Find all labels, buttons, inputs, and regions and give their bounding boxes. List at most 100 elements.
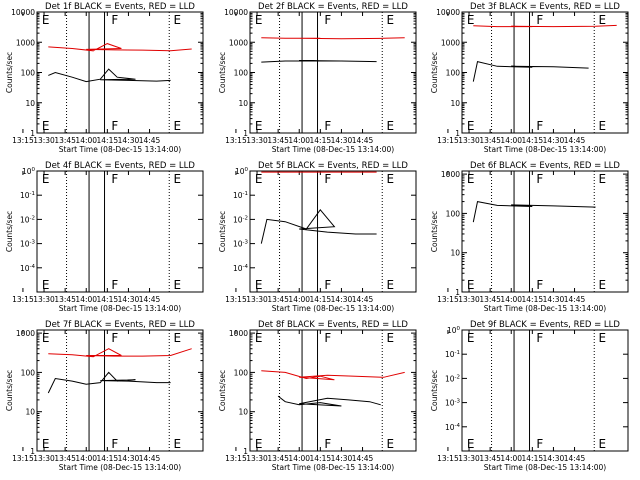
marker-e-top: E bbox=[467, 13, 475, 27]
x-tick-label: 14:30 bbox=[543, 295, 565, 304]
x-tick-label: 13:45 bbox=[479, 295, 501, 304]
series-lld bbox=[261, 37, 405, 40]
chart-title: Det 4f BLACK = Events, RED = LLD bbox=[45, 161, 195, 171]
x-tick-label: 14:45 bbox=[564, 295, 586, 304]
x-tick-label: 14:15 bbox=[522, 136, 544, 145]
x-tick-label: 13:45 bbox=[267, 136, 289, 145]
y-tick-label: 100 bbox=[21, 69, 36, 78]
y-tick-label: 1 bbox=[455, 129, 460, 138]
x-tick-label: 14:00 bbox=[288, 295, 310, 304]
y-tick-label: 1 bbox=[243, 447, 248, 456]
x-tick-label: 14:45 bbox=[352, 454, 374, 463]
y-tick-label: 100 bbox=[21, 368, 36, 377]
x-tick-label: 14:30 bbox=[331, 454, 353, 463]
x-tick-label: 14:00 bbox=[500, 295, 522, 304]
series-events bbox=[472, 201, 596, 223]
y-axis-label: Counts/sec bbox=[5, 370, 14, 411]
series-events bbox=[260, 208, 377, 244]
x-axis-label: Start Time (08-Dec-15 13:14:00) bbox=[484, 145, 606, 154]
x-tick-label: 14:00 bbox=[500, 454, 522, 463]
x-tick-label: 13:15 bbox=[437, 454, 459, 463]
x-tick-label: 13:30 bbox=[458, 295, 480, 304]
series-events bbox=[48, 68, 171, 83]
marker-e-bottom: E bbox=[42, 278, 50, 292]
marker-e-bottom: E bbox=[598, 437, 606, 451]
plot-frame bbox=[461, 11, 629, 134]
marker-e-top: E bbox=[467, 172, 475, 186]
x-tick-label: 14:45 bbox=[352, 295, 374, 304]
series-events bbox=[261, 60, 377, 63]
marker-e-top: E bbox=[255, 13, 263, 27]
marker-e-bottom: E bbox=[467, 437, 475, 451]
x-tick-label: 14:15 bbox=[97, 454, 119, 463]
y-tick-exponent: 0 bbox=[32, 167, 36, 173]
x-tick-label: 13:30 bbox=[33, 454, 55, 463]
x-tick-label: 14:30 bbox=[331, 295, 353, 304]
plot-frame bbox=[249, 11, 417, 134]
x-tick-label: 14:45 bbox=[139, 295, 161, 304]
y-tick-label: 10 bbox=[238, 99, 248, 108]
y-tick-label: 10-4 bbox=[20, 264, 36, 273]
plot-frame bbox=[249, 170, 417, 293]
marker-f-top: F bbox=[536, 172, 543, 186]
y-tick-label: 100 bbox=[446, 209, 461, 218]
y-tick-label: 10-2 bbox=[445, 374, 460, 383]
y-tick-label: 1 bbox=[30, 447, 35, 456]
y-tick-label: 100 bbox=[234, 368, 249, 377]
y-tick-label: 10000 bbox=[436, 8, 460, 17]
y-tick-label: 1 bbox=[455, 288, 460, 297]
y-axis-label: Counts/sec bbox=[218, 52, 227, 93]
x-tick-label: 13:30 bbox=[33, 295, 55, 304]
x-tick-label: 13:45 bbox=[479, 454, 501, 463]
x-axis-label: Start Time (08-Dec-15 13:14:00) bbox=[484, 304, 606, 313]
x-tick-label: 13:45 bbox=[54, 454, 76, 463]
x-tick-label: 14:30 bbox=[331, 136, 353, 145]
x-tick-label: 13:45 bbox=[54, 136, 76, 145]
x-tick-label: 13:15 bbox=[12, 295, 34, 304]
marker-e-top: E bbox=[255, 172, 263, 186]
marker-e-bottom: E bbox=[467, 278, 475, 292]
x-tick-label: 13:30 bbox=[246, 454, 268, 463]
y-tick-exponent: -1 bbox=[30, 191, 35, 197]
chart-title: Det 6f BLACK = Events, RED = LLD bbox=[470, 161, 620, 171]
marker-e-bottom: E bbox=[173, 437, 181, 451]
x-tick-label: 13:45 bbox=[267, 454, 289, 463]
x-tick-label: 13:15 bbox=[225, 136, 247, 145]
x-axis-label: Start Time (08-Dec-15 13:14:00) bbox=[59, 304, 181, 313]
x-tick-label: 14:00 bbox=[288, 454, 310, 463]
marker-f-bottom: F bbox=[111, 278, 118, 292]
marker-e-bottom: E bbox=[598, 278, 606, 292]
x-axis-label: Start Time (08-Dec-15 13:14:00) bbox=[59, 463, 181, 472]
x-tick-label: 13:45 bbox=[54, 295, 76, 304]
y-tick-exponent: -4 bbox=[30, 264, 36, 270]
x-axis-label: Start Time (08-Dec-15 13:14:00) bbox=[59, 145, 181, 154]
y-tick-exponent: 0 bbox=[245, 167, 249, 173]
x-tick-label: 13:45 bbox=[267, 295, 289, 304]
x-tick-label: 14:15 bbox=[522, 295, 544, 304]
y-tick-exponent: -2 bbox=[243, 215, 248, 221]
detector-panel-2: Det 2f BLACK = Events, RED = LLD 13:15 13:… bbox=[218, 2, 417, 154]
series-events bbox=[47, 371, 171, 394]
x-tick-label: 14:30 bbox=[118, 136, 140, 145]
x-tick-label: 14:30 bbox=[118, 454, 140, 463]
marker-f-bottom: F bbox=[536, 437, 543, 451]
y-tick-label: 10-1 bbox=[445, 350, 460, 359]
marker-e-top: E bbox=[598, 172, 606, 186]
y-tick-label: 10000 bbox=[11, 8, 35, 17]
x-tick-label: 13:15 bbox=[437, 295, 459, 304]
x-tick-label: 14:00 bbox=[75, 295, 97, 304]
marker-f-top: F bbox=[536, 13, 543, 27]
y-tick-label: 10-2 bbox=[20, 215, 35, 224]
y-tick-label: 10-4 bbox=[233, 264, 249, 273]
x-tick-label: 14:15 bbox=[97, 136, 119, 145]
plot-frame bbox=[36, 11, 204, 134]
marker-e-bottom: E bbox=[386, 437, 394, 451]
chart-title: Det 2f BLACK = Events, RED = LLD bbox=[258, 2, 408, 12]
marker-f-top: F bbox=[324, 172, 331, 186]
x-tick-label: 14:00 bbox=[75, 136, 97, 145]
y-tick-label: 100 bbox=[22, 167, 36, 176]
